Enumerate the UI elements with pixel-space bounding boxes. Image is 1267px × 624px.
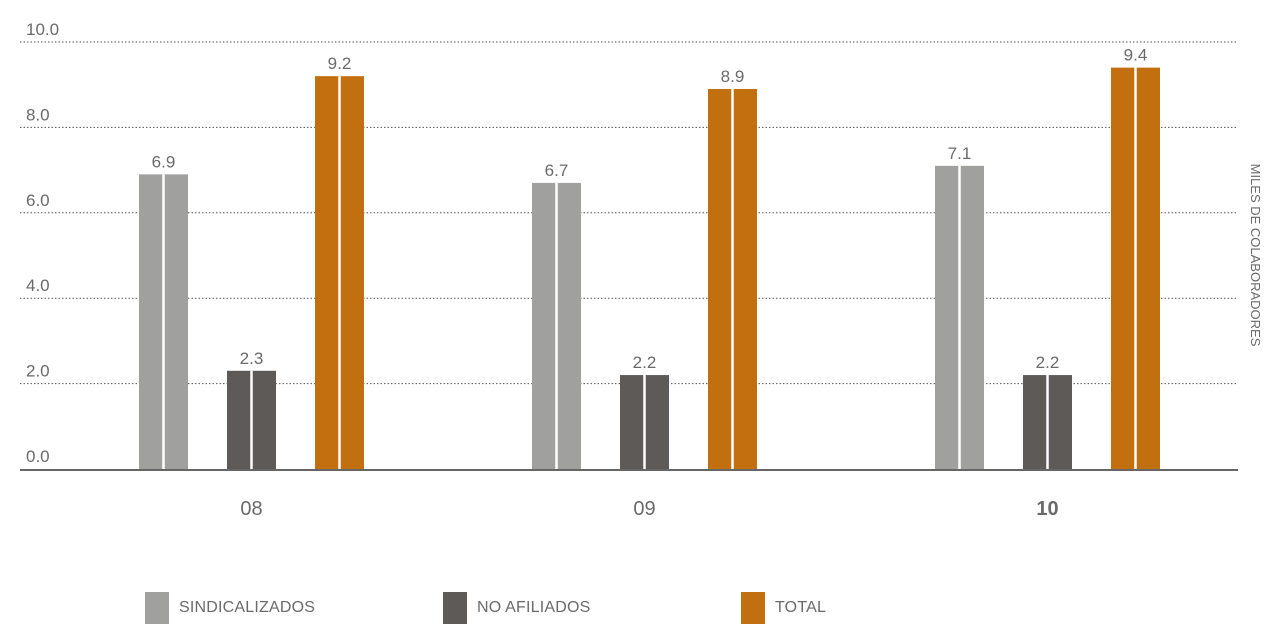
- legend-item-total: TOTAL: [741, 592, 826, 624]
- legend-swatch-sindicalizados: [145, 592, 169, 624]
- legend: SINDICALIZADOS NO AFILIADOS TOTAL: [0, 592, 1267, 624]
- bar-chart: 0.0 2.0 4.0 6.0 8.0 10.0 6.9 2.3 9.2 6.7 2.2 8.9 7.…: [20, 20, 1263, 520]
- y-tick-label-3: 6.0: [26, 191, 50, 210]
- value-label-sindicalizados-10: 7.1: [948, 144, 972, 163]
- value-label-total-09: 8.9: [721, 67, 745, 86]
- legend-swatch-total: [741, 592, 765, 624]
- grid-lines: [20, 41, 1238, 385]
- legend-swatch-no-afiliados: [443, 592, 467, 624]
- legend-item-no-afiliados: NO AFILIADOS: [443, 592, 591, 624]
- category-label-08: 08: [240, 498, 262, 520]
- value-label-total-10: 9.4: [1124, 46, 1148, 65]
- y-tick-label-5: 10.0: [26, 20, 59, 39]
- value-labels: 6.9 2.3 9.2 6.7 2.2 8.9 7.1 2.2 9.4: [152, 46, 1148, 372]
- value-label-sindicalizados-08: 6.9: [152, 152, 176, 171]
- y-tick-label-2: 4.0: [26, 276, 50, 295]
- category-label-09: 09: [633, 498, 655, 520]
- legend-item-sindicalizados: SINDICALIZADOS: [145, 592, 315, 624]
- value-label-total-08: 9.2: [328, 54, 352, 73]
- y-tick-label-0: 0.0: [26, 447, 50, 466]
- value-label-sindicalizados-09: 6.7: [545, 161, 569, 180]
- category-labels: 08 09 10: [240, 498, 1058, 520]
- category-label-10: 10: [1036, 498, 1058, 520]
- y-tick-label-1: 2.0: [26, 362, 50, 381]
- legend-label-no-afiliados: NO AFILIADOS: [477, 599, 591, 616]
- y-axis-label: MILES DE COLABORADORES: [1248, 164, 1263, 347]
- legend-label-sindicalizados: SINDICALIZADOS: [179, 599, 316, 616]
- y-tick-label-4: 8.0: [26, 105, 50, 124]
- legend-label-total: TOTAL: [775, 599, 827, 616]
- value-label-no-afiliados-08: 2.3: [240, 349, 264, 368]
- bars: [139, 67, 1160, 470]
- value-label-no-afiliados-09: 2.2: [633, 353, 657, 372]
- value-label-no-afiliados-10: 2.2: [1036, 353, 1060, 372]
- y-tick-labels: 0.0 2.0 4.0 6.0 8.0 10.0: [26, 20, 59, 466]
